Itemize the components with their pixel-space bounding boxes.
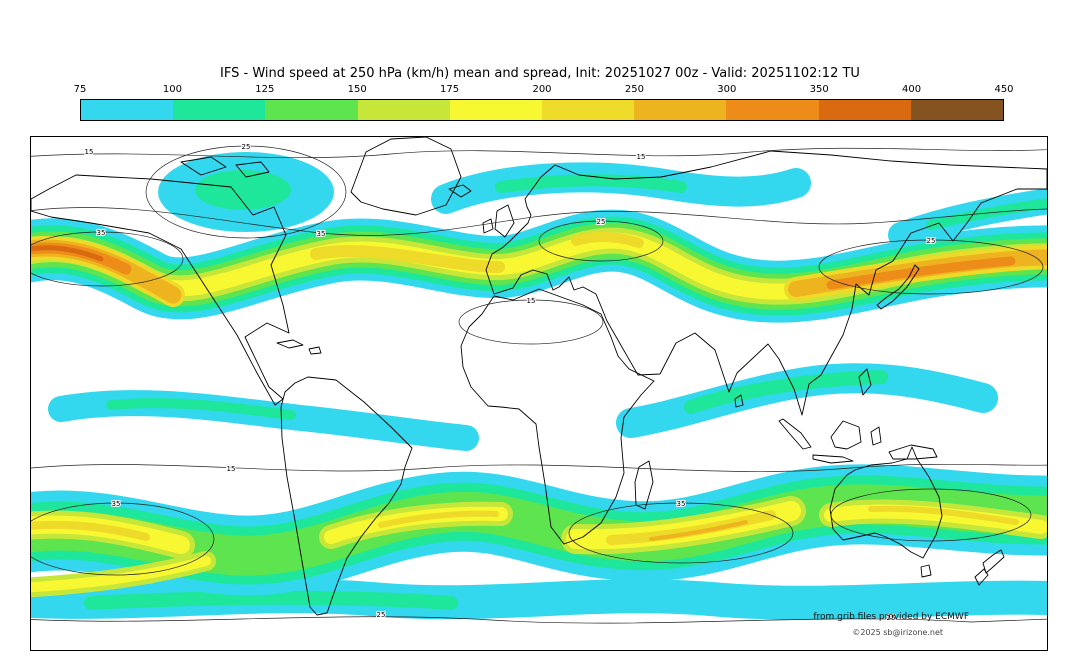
coast-sumatra [778,418,812,450]
colorbar-segment [726,100,819,120]
wind-band-arctic-eurasia-core [495,174,687,193]
colorbar-tick-150: 150 [347,84,367,95]
wind-core-s1 [31,520,150,541]
colorbar-segment [449,100,543,120]
coast-africa [460,288,655,545]
wind-core-natl [310,245,505,273]
wind-patch-arctic-canada-core [195,170,291,210]
colorbar [80,99,1004,121]
contour-loop [31,502,215,576]
colorbar-tick-400: 400 [902,84,922,95]
wind-core-nw [31,245,104,262]
contour-loop [818,239,1044,295]
coast-britain [494,204,515,238]
coast-hispaniola [308,346,322,355]
coast-philippines [858,368,872,396]
coast-sulawesi [870,426,882,446]
colorbar-segment [818,100,911,120]
colorbar-segment [357,100,450,120]
contour-label: 25 [597,218,606,226]
coast-arctic-island [180,156,227,176]
contour-lines-layer: 15 15 15 15 25 25 25 25 25 35 35 35 35 [31,142,1047,624]
colorbar-tick-250: 250 [624,84,644,95]
coast-new-guinea [888,444,938,460]
page-title: IFS - Wind speed at 250 hPa (km/h) mean … [220,66,860,81]
coast-iceland [448,184,472,198]
contour-loop [458,299,604,345]
wind-band-far-south-core [84,590,458,610]
coast-borneo [830,420,862,450]
coast-cuba [276,339,304,349]
colorbar-tick-100: 100 [162,84,182,95]
colorbar-segment [265,100,358,120]
wind-band-tropical-atlantic-core [106,398,296,420]
colorbar-tick-350: 350 [809,84,829,95]
coast-java [812,454,854,464]
coast-south-america [280,376,413,616]
contour-line [31,147,1047,159]
colorbar-tick-75: 75 [73,84,87,95]
coastlines-layer [31,137,1047,616]
contour-line [31,207,1047,236]
colorbar-segment [81,100,174,120]
contour-loop [31,231,184,287]
coast-new-zealand-north [982,549,1005,574]
contour-label: 35 [97,229,106,237]
wind-core-s2 [378,510,499,528]
contour-label: 15 [527,297,536,305]
contour-loop [568,502,794,564]
contour-label: 25 [242,143,251,151]
attribution-source: from grib files provided by ECMWF [813,612,969,622]
wind-core-s1b [31,556,211,593]
colorbar-segment [634,100,727,120]
wind-core-s3 [649,520,748,541]
contour-label: 15 [637,153,646,161]
coast-ireland [482,218,494,234]
colorbar-segment [910,100,1004,120]
contour-label: 35 [112,500,121,508]
coast-eurasia [485,150,1047,416]
contour-label: 25 [377,611,386,619]
contour-label: 35 [677,500,686,508]
map-canvas: 15 15 15 15 25 25 25 25 25 35 35 35 35 [31,137,1047,624]
contour-loop [145,145,347,239]
wind-core-npac [826,256,1016,290]
contour-line [31,463,1047,472]
wind-core-europe [571,232,644,248]
coast-madagascar [634,460,654,510]
wind-band-npac-branch-core [926,198,1047,230]
wind-field-layer [31,152,1047,620]
contour-label: 15 [85,148,94,156]
world-map-panel: 15 15 15 15 25 25 25 25 25 35 35 35 35 f… [30,136,1048,651]
coast-greenland [350,137,462,216]
attribution-copyright: ©2025 sb@irizone.net [852,628,943,637]
coast-new-zealand-south [974,568,989,586]
colorbar-tick-300: 300 [717,84,737,95]
colorbar-segment [542,100,635,120]
contour-loop [538,220,664,262]
contour-label: 35 [317,230,326,238]
coast-japan [876,264,920,310]
colorbar-tick-125: 125 [255,84,275,95]
coast-north-america [31,174,290,406]
contour-line [31,616,1047,624]
contour-loop [830,488,1032,542]
coast-tasmania [920,564,932,578]
colorbar-tick-200: 200 [532,84,552,95]
colorbar-segment [173,100,266,120]
contour-label: 25 [927,237,936,245]
colorbar-tick-labels: 75 100 125 150 175 200 250 300 350 400 4… [74,84,1014,97]
colorbar-tick-450: 450 [994,84,1014,95]
coast-arctic-island [235,161,270,178]
contour-label: 25 [887,614,896,622]
colorbar-tick-175: 175 [440,84,460,95]
coast-sri-lanka [734,394,744,408]
contour-label: 15 [227,465,236,473]
wind-core-s4 [868,505,1019,525]
